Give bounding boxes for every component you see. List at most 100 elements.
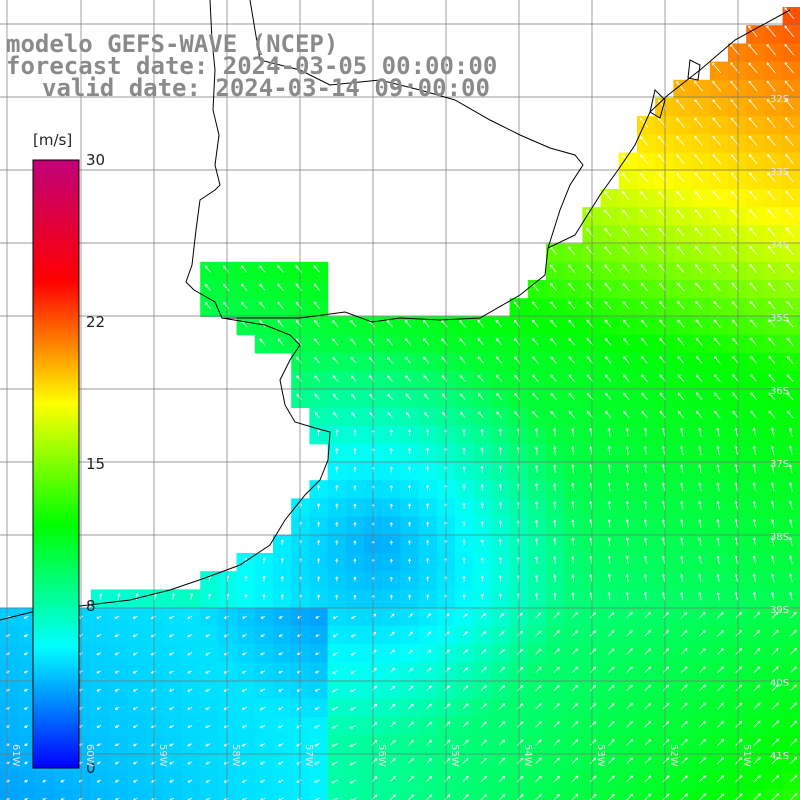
wind-arrow [767, 154, 776, 165]
wind-speed-cell [218, 607, 238, 627]
wind-arrow [770, 482, 775, 492]
wind-arrow [623, 392, 630, 401]
wind-arrow [622, 246, 630, 255]
wind-speed-cell [709, 680, 729, 700]
wind-speed-cell [236, 607, 256, 627]
wind-speed-cell [273, 716, 292, 736]
wind-speed-cell [600, 789, 620, 800]
wind-speed-cell [564, 735, 583, 754]
wind-arrow [748, 25, 758, 38]
wind-arrow [568, 356, 575, 364]
wind-speed-cell [400, 753, 420, 772]
wind-arrow [680, 427, 684, 437]
wind-arrow [695, 392, 703, 401]
wind-speed-cell [109, 698, 128, 718]
wind-arrow [353, 448, 357, 455]
wind-arrow [695, 246, 703, 255]
wind-arrow [314, 393, 320, 400]
wind-arrow [335, 429, 339, 437]
wind-speed-cell [418, 662, 438, 681]
wind-arrow [405, 356, 412, 364]
wind-speed-cell [782, 43, 800, 63]
wind-arrow [732, 356, 739, 364]
wind-speed-cell [473, 771, 492, 791]
wind-speed-cell [291, 662, 310, 681]
wind-arrow [750, 337, 758, 346]
wind-arrow [622, 319, 630, 328]
wind-speed-cell [782, 79, 800, 99]
wind-arrow [571, 482, 575, 492]
wind-speed-cell [364, 644, 383, 663]
wind-arrow [277, 265, 284, 273]
wind-speed-cell [691, 680, 711, 700]
wind-arrow [659, 374, 666, 382]
wind-speed-cell [273, 789, 292, 800]
wind-arrow [786, 374, 794, 383]
wind-arrow [405, 375, 411, 382]
wind-arrow [386, 338, 393, 346]
wind-speed-cell [54, 789, 74, 800]
wind-speed-cell [182, 680, 201, 700]
wind-arrow [622, 282, 630, 292]
wind-speed-cell [728, 607, 747, 627]
wind-speed-cell [782, 407, 800, 427]
wind-arrow [259, 320, 266, 328]
wind-speed-cell [309, 716, 329, 736]
wind-speed-cell [746, 789, 765, 800]
wind-speed-cell [18, 625, 37, 645]
wind-speed-cell [782, 425, 800, 445]
wind-speed-cell [655, 716, 674, 736]
wind-arrow [768, 355, 776, 364]
longitude-label: 57W [303, 744, 314, 767]
wind-arrow [731, 190, 740, 201]
wind-arrow [716, 427, 720, 437]
wind-speed-cell [564, 771, 583, 791]
latitude-label: 40S [770, 678, 790, 689]
wind-arrow [295, 301, 302, 310]
wind-arrow [295, 320, 302, 328]
wind-speed-cell [782, 553, 800, 572]
wind-speed-cell [18, 716, 37, 736]
wind-speed-cell [291, 644, 310, 663]
wind-arrow [604, 246, 612, 255]
wind-speed-cell [637, 789, 656, 800]
wind-speed-cell [364, 771, 383, 791]
wind-arrow [241, 265, 248, 273]
wind-arrow [625, 464, 629, 474]
wind-arrow [695, 319, 703, 328]
wind-speed-cell [564, 680, 583, 700]
wind-arrow [785, 135, 794, 146]
wind-arrow [622, 301, 630, 310]
wind-speed-cell [400, 735, 420, 754]
wind-arrow [604, 264, 612, 273]
wind-arrow [695, 337, 703, 346]
wind-arrow [622, 191, 630, 201]
wind-speed-cell [0, 644, 19, 663]
wind-arrow [532, 392, 539, 401]
wind-arrow [695, 356, 703, 364]
wind-arrow [785, 227, 794, 237]
wind-speed-cell [291, 753, 310, 772]
wind-speed-cell [637, 716, 656, 736]
wind-arrow [426, 484, 430, 491]
wind-speed-cell [273, 644, 292, 663]
wind-arrow [766, 62, 776, 74]
wind-arrow [571, 464, 575, 474]
wind-speed-cell [91, 789, 110, 800]
wind-speed-cell [637, 662, 656, 681]
colorbar-gradient [32, 159, 80, 769]
wind-arrow [532, 374, 539, 382]
wind-speed-cell [491, 789, 511, 800]
wind-speed-cell [200, 716, 219, 736]
wind-speed-cell [400, 680, 420, 700]
wind-arrow [694, 80, 703, 92]
wind-speed-cell [637, 625, 656, 645]
wind-arrow [535, 446, 539, 455]
wind-arrow [550, 319, 557, 328]
wind-arrow [716, 464, 720, 474]
wind-arrow [749, 300, 758, 310]
wind-arrow [404, 338, 412, 346]
wind-speed-cell [309, 771, 329, 791]
wind-speed-cell [418, 644, 438, 663]
